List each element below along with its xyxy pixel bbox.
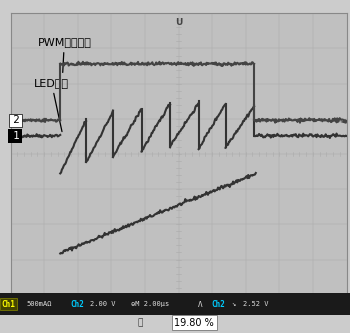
Text: Λ: Λ bbox=[198, 300, 202, 309]
Text: Ch1: Ch1 bbox=[2, 300, 16, 309]
Text: 2: 2 bbox=[10, 115, 20, 125]
Text: 1: 1 bbox=[10, 131, 20, 141]
Text: Ch2: Ch2 bbox=[212, 300, 226, 309]
Text: ⱺM 2.00μs: ⱺM 2.00μs bbox=[131, 301, 169, 307]
Text: 2.00 V: 2.00 V bbox=[90, 301, 116, 307]
Text: 500mAΩ: 500mAΩ bbox=[26, 301, 52, 307]
Text: Ch2: Ch2 bbox=[70, 300, 84, 309]
Text: ⏸: ⏸ bbox=[137, 318, 143, 327]
Text: 19.80 %: 19.80 % bbox=[174, 318, 214, 328]
Text: Ch1: Ch1 bbox=[2, 300, 16, 309]
Text: 2.52 V: 2.52 V bbox=[243, 301, 269, 307]
Text: ↘: ↘ bbox=[232, 301, 236, 307]
Text: ◄: ◄ bbox=[340, 116, 346, 125]
Text: LED電流: LED電流 bbox=[34, 78, 69, 132]
Text: U: U bbox=[175, 18, 182, 27]
Text: PWM調光信號: PWM調光信號 bbox=[37, 37, 91, 73]
